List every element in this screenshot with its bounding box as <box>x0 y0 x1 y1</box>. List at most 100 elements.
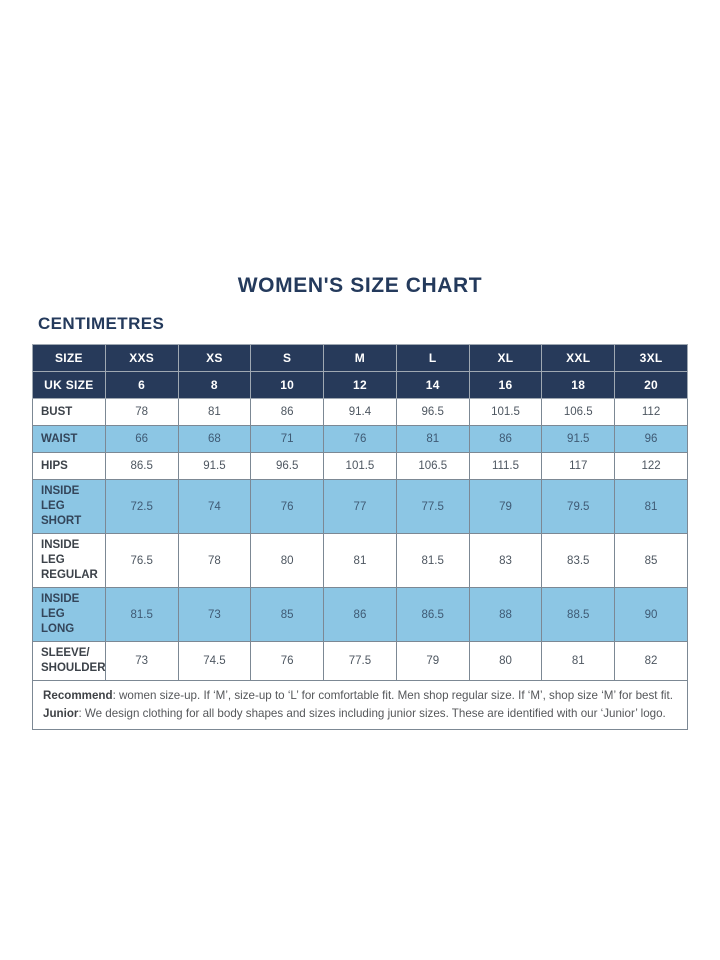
measurement-cell: 80 <box>250 533 325 588</box>
table-row: INSIDE LEG LONG 81.5 73 85 86 86.5 88 88.5 90 <box>32 587 688 642</box>
header-row-size: SIZE XXS XS S M L XL XXL 3XL <box>32 344 688 372</box>
measurement-cell: 83 <box>468 533 543 588</box>
measurement-cell: 106.5 <box>395 452 470 480</box>
header-cell: 3XL <box>614 344 688 372</box>
measurement-cell: 76 <box>323 425 397 453</box>
measurement-cell: 74.5 <box>177 641 252 681</box>
measurement-cell: 86.5 <box>104 452 179 480</box>
header-row-label: SIZE <box>32 344 106 372</box>
measurement-cell: 101.5 <box>323 452 397 480</box>
note-line: Junior: We design clothing for all body … <box>43 705 677 723</box>
note-line: Recommend: women size-up. If ‘M’, size-u… <box>43 687 677 705</box>
measurement-cell: 96 <box>614 425 688 453</box>
measurement-cell: 76 <box>250 641 325 681</box>
measurement-cell: 88.5 <box>541 587 616 642</box>
measurement-cell: 82 <box>614 641 688 681</box>
measurement-cell: 85 <box>250 587 325 642</box>
measurement-cell: 83.5 <box>541 533 616 588</box>
measurement-cell: 79.5 <box>541 479 616 534</box>
note-lead: Junior <box>43 706 79 720</box>
header-row-label: UK SIZE <box>32 371 106 399</box>
header-cell: 18 <box>541 371 616 399</box>
measurement-cell: 73 <box>104 641 179 681</box>
header-cell: XS <box>177 344 252 372</box>
measurement-cell: 81 <box>395 425 470 453</box>
measurement-cell: 111.5 <box>468 452 543 480</box>
header-cell: XXL <box>541 344 616 372</box>
measurement-cell: 79 <box>468 479 543 534</box>
header-row-uk-size: UK SIZE 6 8 10 12 14 16 18 20 <box>32 371 688 399</box>
measurement-cell: 77.5 <box>395 479 470 534</box>
measurement-cell: 74 <box>177 479 252 534</box>
notes-cell: Recommend: women size-up. If ‘M’, size-u… <box>32 680 688 730</box>
measurement-cell: 81 <box>541 641 616 681</box>
header-cell: 14 <box>395 371 470 399</box>
measurement-cell: 77.5 <box>323 641 397 681</box>
measurement-cell: 86 <box>250 398 325 426</box>
header-cell: XL <box>468 344 543 372</box>
table-row: SLEEVE/ SHOULDER 73 74.5 76 77.5 79 80 81 82 <box>32 641 688 681</box>
note-text: : women size-up. If ‘M’, size-up to ‘L’ … <box>112 689 673 702</box>
header-cell: 10 <box>250 371 325 399</box>
measurement-cell: 122 <box>614 452 688 480</box>
header-cell: 16 <box>468 371 543 399</box>
row-label: INSIDE LEG REGULAR <box>32 533 106 588</box>
measurement-cell: 96.5 <box>395 398 470 426</box>
table-header: SIZE XXS XS S M L XL XXL 3XL UK SIZE 6 8 10 12 14 16 18 2… <box>32 344 688 399</box>
measurement-cell: 71 <box>250 425 325 453</box>
measurement-cell: 117 <box>541 452 616 480</box>
note-lead: Recommend <box>43 689 113 702</box>
page-title: WOMEN'S SIZE CHART <box>237 274 483 297</box>
measurement-cell: 81.5 <box>104 587 179 642</box>
measurement-cell: 81 <box>323 533 397 588</box>
measurement-cell: 79 <box>395 641 470 681</box>
header-cell: 20 <box>614 371 688 399</box>
measurement-cell: 68 <box>177 425 252 453</box>
measurement-cell: 112 <box>614 398 688 426</box>
measurement-cell: 86 <box>323 587 397 642</box>
measurement-cell: 81.5 <box>395 533 470 588</box>
row-label: INSIDE LEG LONG <box>32 587 106 642</box>
header-cell: 12 <box>323 371 397 399</box>
note-text: : We design clothing for all body shapes… <box>78 706 666 720</box>
measurement-cell: 88 <box>468 587 543 642</box>
header-cell: 6 <box>104 371 179 399</box>
size-chart-table-wrap: SIZE XXS XS S M L XL XXL 3XL UK SIZE 6 8 10 12 14 16 18 2… <box>32 344 688 730</box>
measurement-cell: 101.5 <box>468 398 543 426</box>
table-row: WAIST 66 68 71 76 81 86 91.5 96 <box>32 425 688 453</box>
measurement-cell: 78 <box>177 533 252 588</box>
measurement-cell: 91.4 <box>323 398 397 426</box>
measurement-cell: 91.5 <box>177 452 252 480</box>
measurement-cell: 72.5 <box>104 479 179 534</box>
measurement-cell: 73 <box>177 587 252 642</box>
measurement-cell: 86 <box>468 425 543 453</box>
table-row: INSIDE LEG REGULAR 76.5 78 80 81 81.5 83 83.5 85 <box>32 533 688 588</box>
header-cell: 8 <box>177 371 252 399</box>
measurement-cell: 80 <box>468 641 543 681</box>
measurement-cell: 76 <box>250 479 325 534</box>
notes-row: Recommend: women size-up. If ‘M’, size-u… <box>32 680 688 730</box>
header-cell: S <box>250 344 325 372</box>
row-label: SLEEVE/ SHOULDER <box>32 641 106 681</box>
measurement-cell: 77 <box>323 479 397 534</box>
table-body: BUST 78 81 86 91.4 96.5 101.5 106.5 112 WAIST 66 68… <box>32 398 688 681</box>
row-label: INSIDE LEG SHORT <box>32 479 106 534</box>
header-cell: XXS <box>104 344 179 372</box>
size-chart-table: SIZE XXS XS S M L XL XXL 3XL UK SIZE 6 8 10 12 14 16 18 2… <box>32 344 688 730</box>
table-notes-section: Recommend: women size-up. If ‘M’, size-u… <box>32 680 688 730</box>
table-row: BUST 78 81 86 91.4 96.5 101.5 106.5 112 <box>32 398 688 426</box>
table-row: HIPS 86.5 91.5 96.5 101.5 106.5 111.5 117 122 <box>32 452 688 480</box>
measurement-cell: 76.5 <box>104 533 179 588</box>
measurement-cell: 85 <box>614 533 688 588</box>
units-heading: CENTIMETRES <box>38 314 165 333</box>
row-label: BUST <box>32 398 106 426</box>
measurement-cell: 106.5 <box>541 398 616 426</box>
row-label: WAIST <box>32 425 106 453</box>
measurement-cell: 96.5 <box>250 452 325 480</box>
measurement-cell: 91.5 <box>541 425 616 453</box>
row-label: HIPS <box>32 452 106 480</box>
header-cell: M <box>323 344 397 372</box>
header-cell: L <box>395 344 470 372</box>
measurement-cell: 81 <box>177 398 252 426</box>
